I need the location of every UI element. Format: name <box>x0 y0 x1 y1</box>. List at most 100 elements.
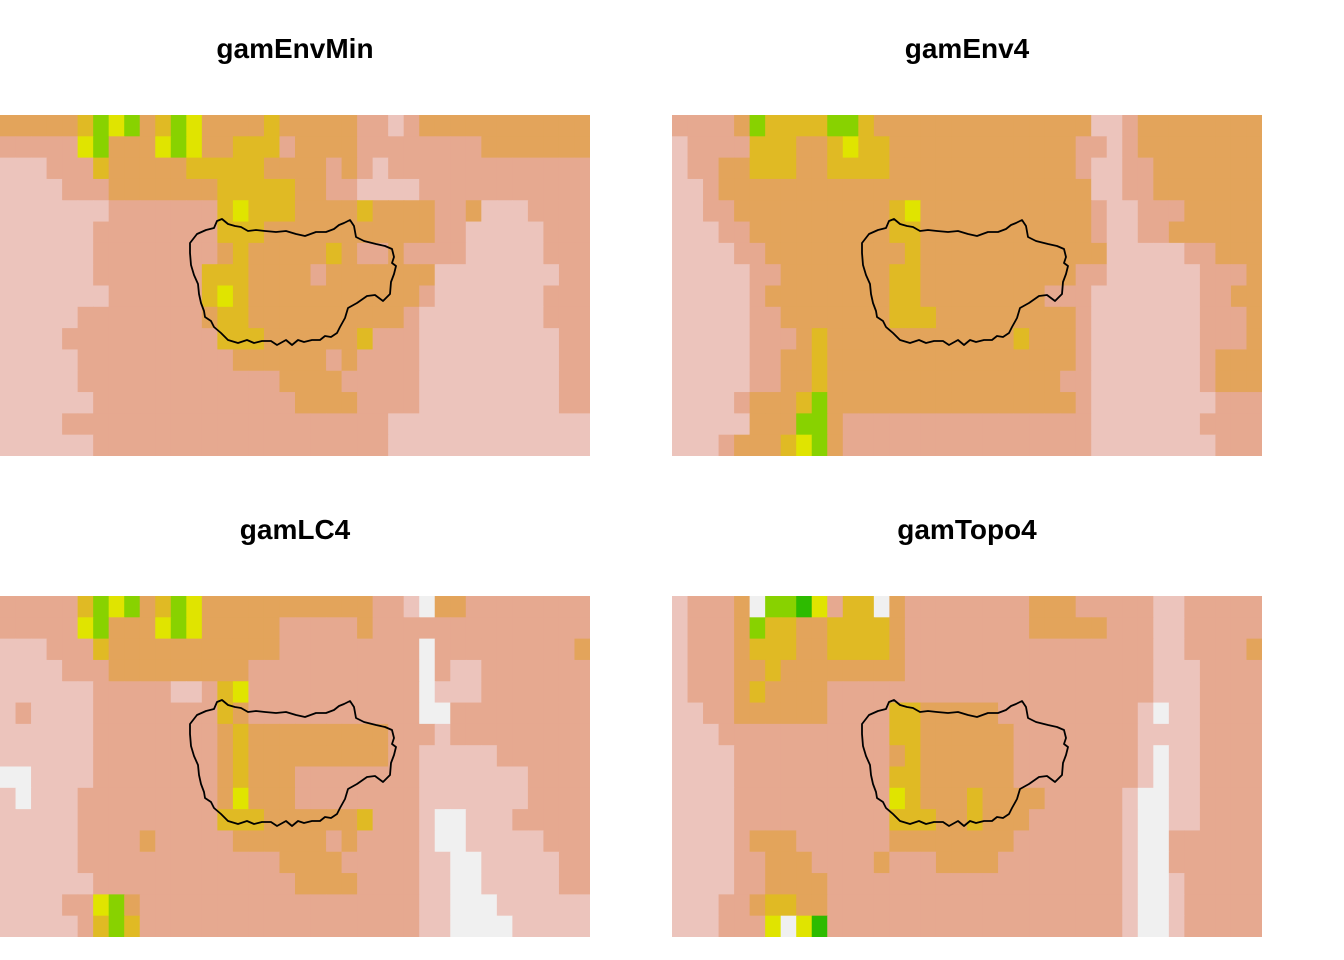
raster-cell <box>372 659 389 682</box>
raster-cell <box>780 873 797 895</box>
raster-cell <box>574 221 590 244</box>
raster-cell <box>1137 745 1154 768</box>
raster-cell <box>403 915 420 937</box>
raster-cell <box>1199 894 1217 917</box>
raster-cell <box>450 702 467 725</box>
raster-cell <box>0 264 17 287</box>
raster-cell <box>1199 787 1217 810</box>
raster-cell <box>1153 787 1170 810</box>
raster-cell <box>357 242 374 265</box>
raster-cell <box>1215 809 1232 832</box>
raster-cell <box>496 264 513 287</box>
raster-cell <box>1091 830 1108 853</box>
raster-cell <box>434 370 451 393</box>
raster-cell <box>434 766 451 789</box>
raster-cell <box>310 242 327 265</box>
raster-cell <box>465 830 482 853</box>
raster-cell <box>967 766 984 789</box>
raster-cell <box>108 766 125 789</box>
raster-cell <box>326 115 343 137</box>
raster-cell <box>718 136 735 159</box>
raster-cell <box>341 136 358 159</box>
raster-cell <box>155 221 172 244</box>
raster-cell <box>481 306 498 329</box>
raster-cell <box>46 136 63 159</box>
raster-cell <box>341 809 358 832</box>
raster-cell <box>46 349 63 372</box>
raster-cell <box>465 873 482 895</box>
raster-cell <box>1106 809 1123 832</box>
raster-cell <box>920 851 937 874</box>
raster-cell <box>279 328 296 351</box>
raster-cell <box>1230 157 1248 180</box>
raster-cell <box>574 136 590 159</box>
raster-cell <box>687 596 704 618</box>
raster-cell <box>0 328 17 351</box>
raster-cell <box>998 809 1015 832</box>
raster-cell <box>279 809 296 832</box>
raster-cell <box>527 328 545 351</box>
raster-cell <box>672 434 689 456</box>
raster-cell <box>201 115 218 137</box>
raster-cell <box>687 638 704 661</box>
raster-cell <box>496 434 513 456</box>
raster-cell <box>1044 617 1061 640</box>
raster-cell <box>574 413 590 436</box>
raster-cell <box>574 392 590 414</box>
raster-cell <box>62 392 79 414</box>
raster-cell <box>450 915 467 937</box>
raster-cell <box>108 873 125 895</box>
raster-cell <box>1137 328 1154 351</box>
raster-cell <box>62 264 79 287</box>
raster-cell <box>217 221 234 244</box>
raster-cell <box>765 136 782 159</box>
raster-cell <box>718 413 735 436</box>
raster-cell <box>170 221 187 244</box>
raster-cell <box>77 915 94 937</box>
raster-cell <box>403 787 420 810</box>
raster-cell <box>0 392 17 414</box>
raster-cell <box>858 157 875 180</box>
raster-cell <box>1044 873 1061 895</box>
raster-cell <box>967 413 984 436</box>
raster-cell <box>827 617 844 640</box>
raster-cell <box>796 745 813 768</box>
raster-cell <box>734 638 751 661</box>
raster-cell <box>124 873 141 895</box>
raster-cell <box>1168 787 1185 810</box>
raster-cell <box>1075 370 1092 393</box>
raster-cell <box>1153 115 1170 137</box>
raster-cell <box>1230 681 1248 704</box>
raster-cell <box>46 851 63 874</box>
raster-cell <box>889 681 906 704</box>
raster-cell <box>496 157 513 180</box>
raster-cell <box>512 285 529 308</box>
raster-cell <box>1153 617 1170 640</box>
raster-cell <box>419 723 436 746</box>
raster-cell <box>558 830 576 853</box>
raster-cell <box>186 178 203 201</box>
raster-cell <box>465 809 482 832</box>
raster-cell <box>1168 851 1185 874</box>
raster-cell <box>1230 659 1248 682</box>
raster-cell <box>574 723 590 746</box>
raster-cell <box>372 766 389 789</box>
raster-cell <box>842 370 859 393</box>
raster-cell <box>873 617 890 640</box>
raster-cell <box>434 434 451 456</box>
raster-cell <box>1013 617 1030 640</box>
raster-cell <box>170 370 187 393</box>
raster-cell <box>279 596 296 618</box>
raster-cell <box>341 328 358 351</box>
raster-cell <box>357 370 374 393</box>
raster-cell <box>1091 638 1108 661</box>
raster-cell <box>1246 349 1262 372</box>
raster-cell <box>186 413 203 436</box>
raster-cell <box>1044 178 1061 201</box>
raster-cell <box>450 306 467 329</box>
raster-cell <box>232 392 250 414</box>
raster-cell <box>15 285 32 308</box>
raster-cell <box>873 306 890 329</box>
raster-cell <box>357 894 374 917</box>
raster-cell <box>155 200 172 223</box>
